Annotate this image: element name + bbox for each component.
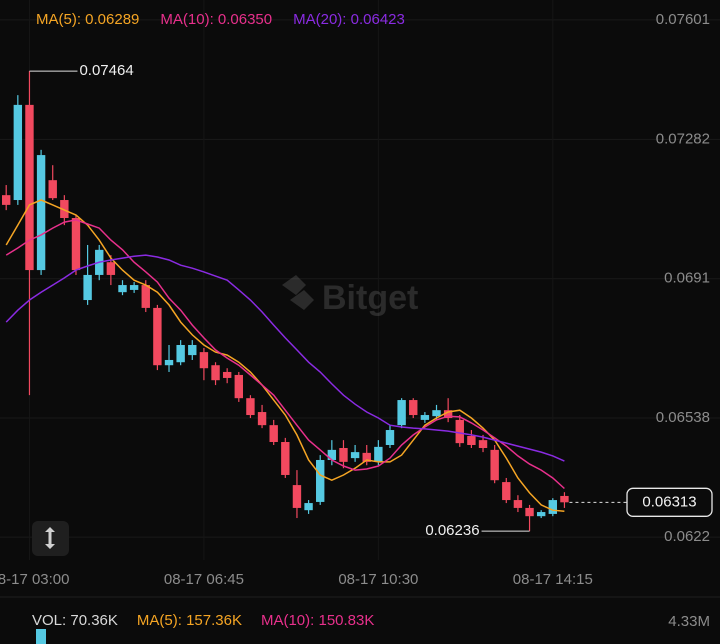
candle-body [455, 419, 464, 444]
candle-body [164, 359, 174, 366]
volume-legend-entry: MA(10): 150.83K [261, 612, 374, 629]
candle-body [327, 449, 337, 460]
y-tick-label: 0.06538 [656, 409, 710, 426]
candle-body [548, 500, 558, 514]
candle-body [443, 410, 453, 419]
candle-body [141, 285, 150, 308]
candle-body [48, 180, 57, 199]
candle-body [350, 452, 360, 459]
candle-body [211, 365, 220, 381]
candle-body [269, 425, 278, 443]
candle-body [292, 485, 302, 508]
candle-body [478, 440, 488, 448]
candle-body [257, 412, 267, 426]
candle-body [118, 285, 127, 293]
volume-legend-entry: VOL: 70.36K [32, 612, 118, 629]
candle-body [420, 415, 430, 420]
candle-body [281, 442, 290, 475]
legend-entry: MA(5): 0.06289 [36, 11, 139, 28]
candle-body [199, 352, 209, 369]
y-tick-label: 0.07282 [656, 130, 710, 147]
candle-body [222, 371, 232, 378]
x-tick-label: 08-17 03:00 [0, 571, 69, 588]
candle-body [467, 436, 476, 446]
candle-body [374, 446, 383, 462]
candle-body [60, 200, 69, 219]
plot [2, 71, 569, 532]
candle-body [106, 262, 116, 275]
volume-legend-entry: MA(5): 157.36K [137, 612, 242, 629]
ma-line [5, 219, 565, 490]
candle-body [83, 274, 92, 301]
candle-body [304, 503, 313, 511]
y-tick-label: 0.07601 [656, 11, 710, 28]
candle-body [36, 155, 46, 271]
candle-body [513, 500, 523, 508]
legend-entry: MA(10): 0.06350 [160, 11, 272, 28]
candle-body [525, 507, 534, 517]
y-tick-label: 0.0622 [664, 528, 710, 545]
candle-body [129, 285, 139, 290]
candle-body [385, 430, 395, 446]
candle-body [560, 495, 569, 503]
high-label: 0.07464 [79, 62, 133, 79]
ma-line [5, 199, 565, 513]
y-tick-label: 0.0691 [664, 270, 710, 287]
candle-body [176, 344, 185, 363]
x-tick-label: 08-17 06:45 [164, 571, 244, 588]
candle-body [409, 400, 418, 416]
candle-body [397, 400, 406, 426]
volume-bar [36, 629, 46, 644]
x-tick-label: 08-17 10:30 [338, 571, 418, 588]
expand-icon [45, 527, 55, 549]
low-label: 0.06236 [425, 522, 479, 539]
candle-body [339, 448, 348, 462]
candle-body [432, 410, 441, 417]
price-label: 0.06313 [642, 493, 696, 510]
price-box [626, 487, 713, 517]
candle-body [234, 374, 243, 399]
volume-axis-label: 4.33M [668, 613, 710, 630]
candle-body [153, 307, 162, 366]
legend-entry: MA(20): 0.06423 [293, 11, 405, 28]
candle-body [316, 459, 325, 502]
candle-body [2, 195, 11, 205]
watermark-logo [282, 275, 314, 310]
ma-line [5, 254, 565, 462]
candle-body [25, 104, 34, 271]
candle-body [246, 398, 255, 416]
candle-body [502, 482, 511, 501]
candle-body [188, 344, 197, 356]
candle-body [71, 218, 81, 271]
x-tick-label: 08-17 14:15 [513, 571, 593, 588]
candle-body [536, 512, 546, 517]
watermark-text: Bitget [322, 279, 418, 317]
candle-body [362, 452, 371, 462]
candle-body [13, 104, 23, 201]
candle-body [490, 449, 499, 481]
watermark: Bitget [282, 275, 418, 317]
